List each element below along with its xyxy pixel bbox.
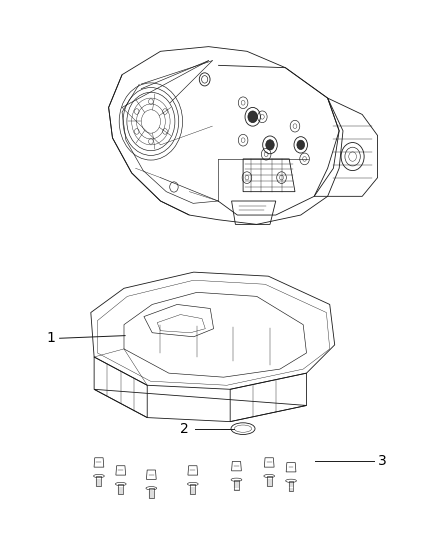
Circle shape [248,111,258,123]
Text: 2: 2 [180,422,188,435]
Circle shape [266,140,274,150]
Text: 3: 3 [378,454,387,467]
Circle shape [297,140,304,150]
Text: 1: 1 [46,332,55,345]
